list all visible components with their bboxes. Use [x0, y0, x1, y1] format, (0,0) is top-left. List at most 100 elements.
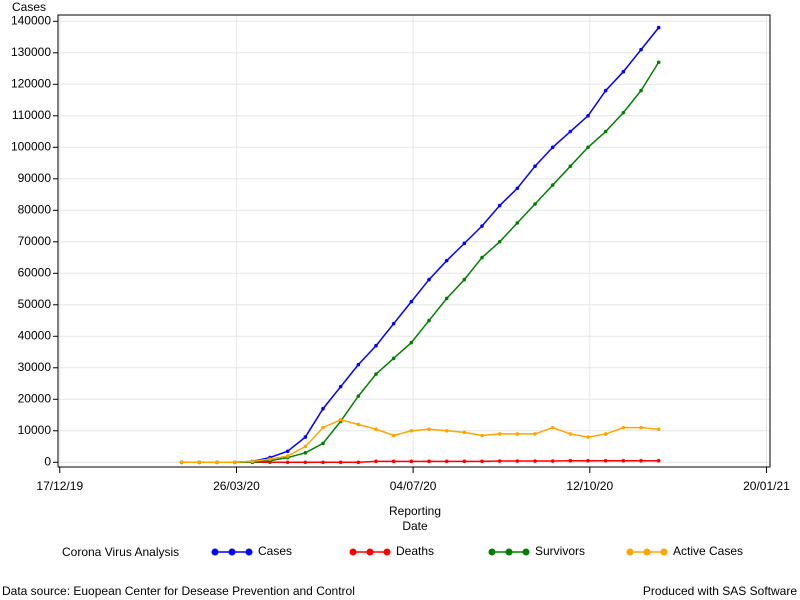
data-point [303, 451, 308, 455]
data-point [215, 460, 219, 465]
data-point [338, 417, 343, 422]
y-tick-label: 120000 [11, 76, 51, 90]
data-point [515, 459, 520, 463]
data-point [356, 394, 361, 398]
data-point [356, 460, 361, 465]
footnote: Produced with SAS Software [643, 584, 797, 598]
data-point [639, 47, 643, 52]
y-tick-label: 110000 [12, 108, 51, 122]
data-point [656, 25, 661, 30]
data-point [232, 460, 237, 465]
x-tick-label: 20/01/21 [743, 479, 790, 493]
data-point [603, 129, 608, 134]
data-point [285, 449, 290, 454]
data-point [533, 202, 537, 206]
x-tick-label: 12/10/20 [566, 479, 613, 493]
data-point [586, 435, 590, 439]
data-point [568, 129, 573, 134]
data-point [568, 458, 573, 463]
series-line [181, 61, 660, 464]
y-tick-label: 40000 [18, 328, 52, 342]
data-point [639, 458, 643, 463]
legend-label: Survivors [535, 544, 585, 558]
data-point [374, 343, 378, 348]
data-point [409, 428, 414, 433]
data-point [444, 459, 449, 464]
data-point [391, 356, 396, 361]
series-line [181, 27, 660, 464]
data-point [197, 460, 202, 465]
x-axis-label: Reporting [389, 504, 441, 518]
data-point [550, 425, 555, 430]
data-point [462, 277, 467, 282]
y-tick-label: 0 [44, 454, 51, 468]
data-point [497, 239, 502, 244]
data-point [568, 432, 573, 436]
data-point [427, 318, 431, 323]
data-point [179, 460, 184, 465]
y-tick-label: 50000 [18, 297, 52, 311]
data-point [427, 427, 431, 432]
data-point [515, 432, 520, 436]
legend-label: Active Cases [673, 544, 743, 558]
series-line [181, 418, 659, 464]
data-point [621, 458, 626, 463]
data-point [391, 459, 396, 464]
data-point [374, 459, 378, 464]
x-tick-label: 17/12/19 [36, 479, 83, 493]
legend-marker [211, 548, 219, 556]
legend-marker [660, 548, 668, 556]
data-point [427, 459, 431, 464]
legend-label: Cases [258, 544, 292, 558]
data-point [656, 458, 661, 463]
data-point [621, 425, 626, 430]
data-point [603, 458, 608, 463]
data-point [621, 69, 626, 74]
legend-marker [522, 548, 530, 556]
y-tick-label: 80000 [18, 202, 52, 216]
data-point [338, 460, 343, 465]
data-point [409, 299, 414, 304]
data-point [586, 458, 590, 463]
data-point [374, 372, 378, 376]
data-point [497, 432, 502, 436]
plot-frame [57, 14, 771, 468]
data-point [409, 459, 414, 464]
data-point [480, 459, 484, 464]
data-point [603, 432, 608, 436]
y-tick-label: 130000 [11, 45, 51, 59]
data-point [462, 459, 467, 464]
x-tick-label: 26/03/20 [213, 479, 260, 493]
legend-marker [245, 548, 253, 556]
data-point [603, 88, 608, 93]
data-point [444, 428, 449, 433]
data-point [480, 433, 484, 438]
data-point [480, 224, 484, 228]
legend-marker [349, 548, 357, 556]
data-point [550, 459, 555, 463]
data-point [303, 444, 308, 449]
y-tick-label: 10000 [18, 423, 52, 437]
data-point [515, 221, 520, 225]
data-point [427, 277, 431, 282]
y-tick-label: 20000 [18, 391, 52, 405]
y-tick-label: 30000 [18, 360, 52, 374]
series-line [181, 459, 659, 464]
data-point [321, 441, 325, 446]
data-point [250, 459, 255, 464]
legend-marker [383, 548, 391, 556]
data-point [515, 186, 520, 191]
data-point [656, 427, 661, 432]
data-point [444, 296, 449, 301]
data-point [356, 422, 361, 427]
data-point [621, 110, 626, 115]
y-tick-label: 70000 [18, 234, 52, 248]
data-point [356, 362, 361, 367]
data-point [497, 203, 502, 208]
data-point [321, 406, 325, 411]
data-point [409, 340, 414, 345]
y-tick-label: 60000 [18, 265, 52, 279]
legend-marker [643, 548, 651, 556]
data-point [533, 164, 537, 168]
